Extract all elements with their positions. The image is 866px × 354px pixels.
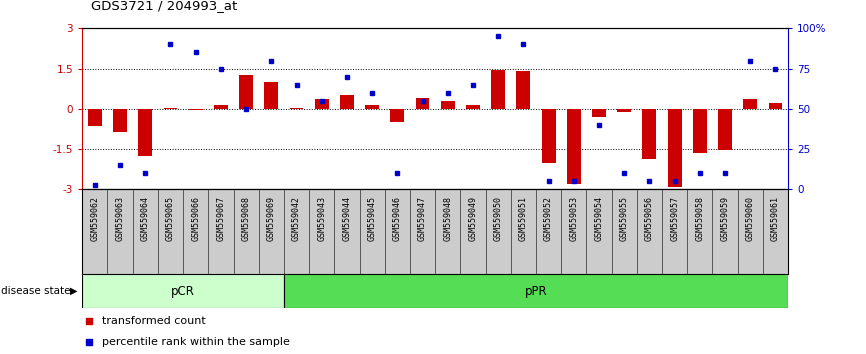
Text: GSM559068: GSM559068: [242, 196, 250, 241]
Bar: [189, 109, 203, 110]
Text: GSM559064: GSM559064: [141, 196, 150, 241]
Text: GSM559042: GSM559042: [292, 196, 301, 241]
Text: GSM559063: GSM559063: [115, 196, 125, 241]
Bar: [466, 105, 480, 109]
Text: GSM559056: GSM559056: [645, 196, 654, 241]
Bar: [264, 82, 278, 109]
Bar: [617, 109, 631, 112]
Text: GSM559048: GSM559048: [443, 196, 452, 241]
FancyBboxPatch shape: [82, 274, 284, 308]
Bar: [718, 109, 732, 150]
Text: GSM559061: GSM559061: [771, 196, 780, 241]
Text: disease state: disease state: [1, 286, 70, 296]
Bar: [491, 70, 505, 109]
Bar: [441, 101, 455, 109]
Bar: [365, 105, 379, 109]
Text: GSM559057: GSM559057: [670, 196, 679, 241]
Bar: [289, 108, 303, 109]
Text: pPR: pPR: [525, 285, 547, 298]
Bar: [416, 98, 430, 109]
Text: GSM559053: GSM559053: [569, 196, 578, 241]
Bar: [139, 109, 152, 156]
Text: GSM559052: GSM559052: [544, 196, 553, 241]
Text: GSM559047: GSM559047: [418, 196, 427, 241]
Text: GSM559058: GSM559058: [695, 196, 704, 241]
Bar: [391, 109, 404, 122]
Bar: [340, 96, 354, 109]
Bar: [668, 109, 682, 187]
Text: GSM559069: GSM559069: [267, 196, 275, 241]
Text: pCR: pCR: [171, 285, 195, 298]
Bar: [693, 109, 707, 153]
Text: GSM559062: GSM559062: [90, 196, 100, 241]
Bar: [541, 109, 555, 162]
Text: GSM559067: GSM559067: [216, 196, 225, 241]
Bar: [516, 71, 530, 109]
Text: GDS3721 / 204993_at: GDS3721 / 204993_at: [91, 0, 237, 12]
Bar: [239, 75, 253, 109]
Text: GSM559066: GSM559066: [191, 196, 200, 241]
Bar: [643, 109, 656, 159]
Text: percentile rank within the sample: percentile rank within the sample: [102, 337, 290, 348]
Bar: [567, 109, 581, 184]
Text: GSM559051: GSM559051: [519, 196, 528, 241]
Text: GSM559045: GSM559045: [368, 196, 377, 241]
Bar: [592, 109, 606, 117]
Bar: [315, 99, 329, 109]
Bar: [743, 99, 757, 109]
Text: GSM559054: GSM559054: [595, 196, 604, 241]
Text: GSM559065: GSM559065: [166, 196, 175, 241]
Bar: [164, 108, 178, 109]
FancyBboxPatch shape: [284, 274, 788, 308]
Text: GSM559044: GSM559044: [342, 196, 352, 241]
Text: GSM559046: GSM559046: [393, 196, 402, 241]
Text: GSM559050: GSM559050: [494, 196, 502, 241]
Text: GSM559049: GSM559049: [469, 196, 477, 241]
Text: GSM559060: GSM559060: [746, 196, 755, 241]
Text: GSM559055: GSM559055: [620, 196, 629, 241]
Text: GSM559043: GSM559043: [317, 196, 326, 241]
Bar: [768, 103, 782, 109]
Text: GSM559059: GSM559059: [721, 196, 729, 241]
Bar: [88, 109, 102, 126]
Text: ▶: ▶: [70, 286, 78, 296]
Text: transformed count: transformed count: [102, 316, 206, 326]
Bar: [113, 109, 127, 132]
Bar: [214, 105, 228, 109]
